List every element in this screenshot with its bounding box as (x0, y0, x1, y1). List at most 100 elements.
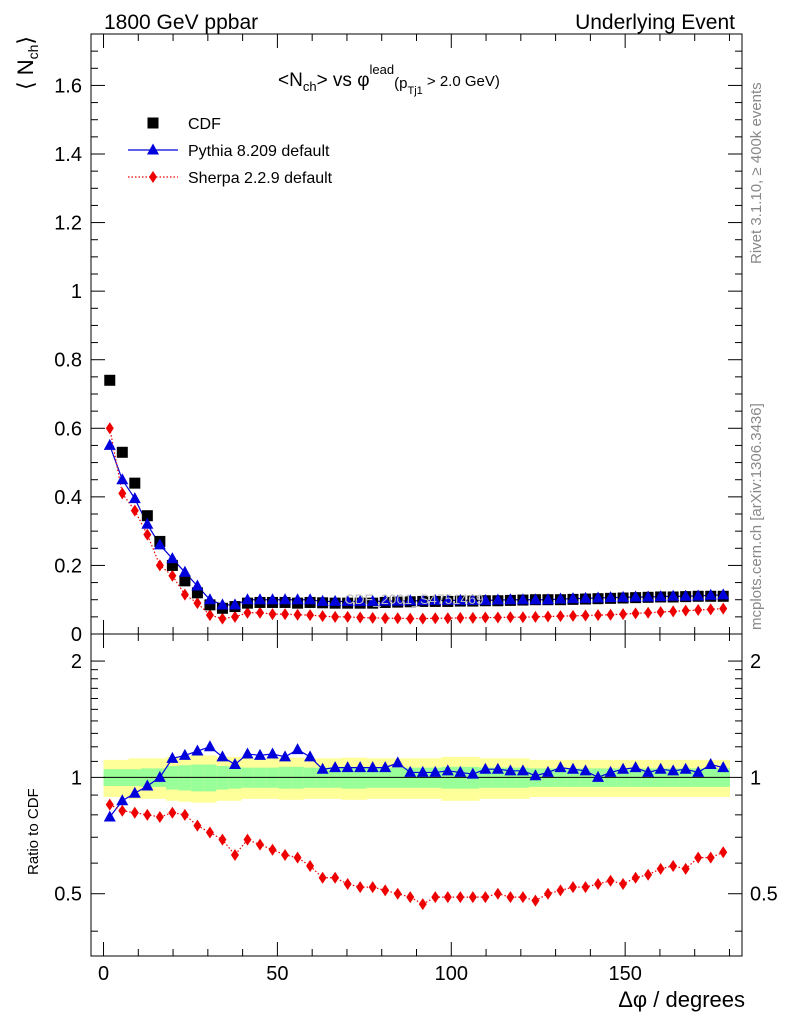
sherpa-ratio-point (381, 884, 390, 897)
sherpa-point (281, 608, 290, 621)
ratio-y-tick-label: 0.5 (54, 884, 82, 906)
sherpa-ratio-point (143, 808, 152, 821)
pythia-ratio-point (128, 786, 141, 798)
pythia-point (629, 590, 642, 602)
pythia-point (241, 593, 254, 605)
ratio-y-tick-label: 1 (71, 767, 82, 789)
y-tick-label: 0.4 (54, 487, 82, 509)
cdf-point (129, 477, 141, 489)
sherpa-point (506, 611, 515, 624)
sherpa-ratio-point (230, 848, 239, 861)
pythia-ratio-point (279, 750, 292, 762)
sherpa-point (218, 612, 227, 625)
sherpa-ratio-point (656, 862, 665, 875)
sherpa-ratio-point (493, 887, 502, 900)
pythia-point (717, 588, 730, 600)
sherpa-ratio-point (168, 806, 177, 819)
pythia-ratio-point (416, 765, 429, 777)
sherpa-ratio-point (268, 843, 277, 856)
sherpa-point (594, 609, 603, 622)
pythia-point (341, 594, 354, 606)
pythia-point (429, 593, 442, 605)
pythia-ratio-point (554, 761, 567, 773)
pythia-point (153, 538, 166, 550)
sherpa-point (381, 612, 390, 625)
pythia-ratio-point (667, 764, 680, 776)
pythia-ratio-point (391, 756, 404, 768)
pythia-point (516, 593, 529, 605)
pythia-point (679, 589, 692, 601)
sherpa-ratio-point (606, 874, 615, 887)
pythia-point (592, 591, 605, 603)
main-title: <Nch> vs φlead(pTj1 > 2.0 GeV) (278, 62, 500, 97)
sherpa-ratio-point (481, 891, 490, 904)
ratio-plot-area (103, 740, 730, 911)
sherpa-ratio-point (193, 819, 202, 832)
sherpa-point (481, 611, 490, 624)
cdf-point (141, 510, 153, 522)
ratio-y-axis-label: Ratio to CDF (25, 788, 42, 875)
pythia-line (109, 445, 724, 606)
sherpa-ratio-point (331, 871, 340, 884)
sherpa-point (180, 588, 189, 601)
ratio-y-tick-label-right: 1 (750, 767, 761, 789)
sherpa-ratio-point (418, 898, 427, 911)
pythia-ratio-point (329, 761, 342, 773)
x-axis-label: Δφ / degrees (618, 987, 745, 1012)
sherpa-point (168, 569, 177, 582)
pythia-ratio-point (479, 762, 492, 774)
pythia-point (541, 593, 554, 605)
pythia-point (391, 594, 404, 606)
legend-marker (149, 171, 157, 183)
sherpa-ratio-point (406, 891, 415, 904)
pythia-point (617, 590, 630, 602)
pythia-ratio-point (504, 764, 517, 776)
pythia-ratio-point (704, 757, 717, 769)
main-y-axis-label: ⟨ Nch⟩ (13, 36, 41, 90)
sherpa-ratio-point (719, 846, 728, 859)
pythia-point (128, 492, 141, 504)
pythia-point (141, 517, 154, 529)
pythia-point (529, 593, 542, 605)
syst-band-green (203, 764, 217, 792)
sherpa-point (256, 606, 265, 619)
sherpa-point (118, 487, 127, 500)
pythia-point (441, 593, 454, 605)
sherpa-ratio-point (293, 851, 302, 864)
pythia-ratio-point (629, 761, 642, 773)
sherpa-ratio-point (368, 881, 377, 894)
sherpa-ratio-point (205, 826, 214, 839)
sherpa-point (343, 610, 352, 623)
sherpa-ratio-point (356, 881, 365, 894)
sherpa-ratio-point (180, 808, 189, 821)
sherpa-point (619, 608, 628, 621)
pythia-point (491, 593, 504, 605)
cdf-point (191, 587, 203, 599)
pythia-ratio-point (316, 762, 329, 774)
y-tick-label: 1.4 (54, 144, 82, 166)
legend-label: Sherpa 2.2.9 default (188, 170, 333, 187)
y-tick-label: 1.6 (54, 75, 82, 97)
sherpa-point (606, 608, 615, 621)
sherpa-ratio-point (155, 810, 164, 823)
pythia-ratio-point (354, 761, 367, 773)
cdf-point (166, 559, 178, 571)
pythia-ratio-point (679, 762, 692, 774)
pythia-point (692, 589, 705, 601)
syst-band-green (191, 764, 205, 792)
pythia-ratio-point (116, 794, 129, 806)
cdf-point (179, 575, 191, 587)
sherpa-point (356, 611, 365, 624)
sherpa-point (631, 607, 640, 620)
sherpa-point (556, 610, 565, 623)
pythia-point (454, 593, 467, 605)
sherpa-ratio-point (556, 884, 565, 897)
pythia-point (566, 592, 579, 604)
sherpa-ratio-point (243, 833, 252, 846)
sherpa-point (268, 608, 277, 621)
pythia-ratio-point (617, 762, 630, 774)
sherpa-ratio-line (109, 804, 724, 905)
cdf-point (204, 599, 216, 611)
y-tick-label: 0 (71, 624, 82, 646)
